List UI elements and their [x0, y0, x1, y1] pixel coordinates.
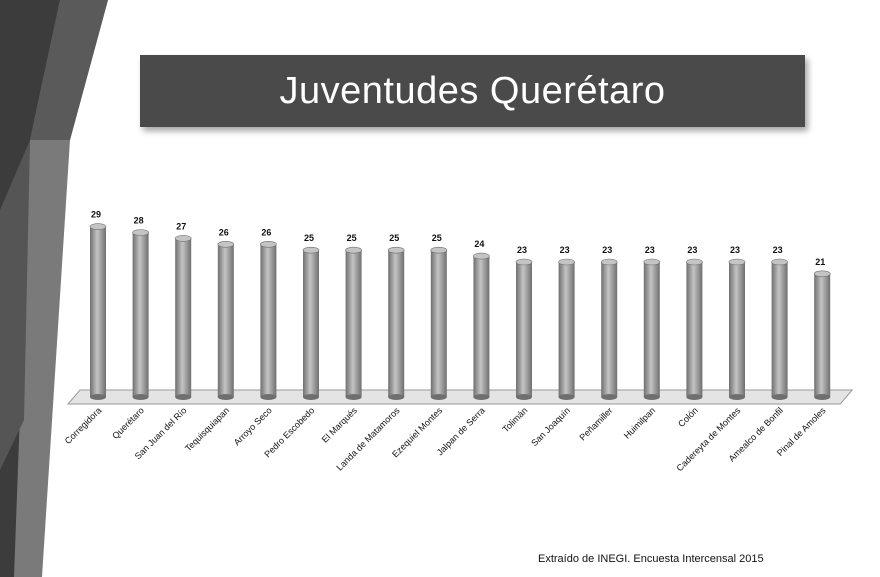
data-label-1: 29 — [91, 210, 101, 220]
data-label-14: 23 — [645, 245, 655, 255]
bar-9 — [430, 246, 448, 400]
bar-13 — [600, 258, 618, 400]
bar-6 — [302, 246, 320, 400]
bar-1 — [89, 223, 107, 400]
category-label-14: Huimilpan — [622, 405, 657, 440]
bar-5 — [260, 241, 277, 400]
bar-16 — [728, 258, 746, 400]
data-label-7: 25 — [347, 233, 357, 243]
category-label-13: Peñamiller — [577, 405, 614, 442]
data-label-6: 25 — [304, 233, 314, 243]
data-label-17: 23 — [773, 245, 783, 255]
data-label-8: 25 — [389, 233, 399, 243]
category-label-15: Colón — [676, 405, 700, 429]
source-note: Extraído de INEGI. Encuesta Intercensal … — [538, 553, 764, 565]
category-label-11: Tolimán — [500, 405, 529, 434]
bar-2 — [132, 229, 149, 400]
category-label-5: Arroyo Seco — [232, 405, 274, 447]
category-label-7: El Marqués — [320, 405, 360, 445]
slide-title: Juventudes Querétaro — [279, 69, 666, 112]
bar-17 — [771, 258, 788, 400]
bar-3 — [174, 235, 192, 400]
data-label-13: 23 — [602, 245, 612, 255]
data-label-15: 23 — [687, 245, 697, 255]
title-banner: Juventudes Querétaro — [140, 55, 805, 127]
data-label-9: 25 — [432, 233, 442, 243]
bar-4 — [217, 241, 235, 400]
bar-10 — [473, 252, 490, 400]
data-label-3: 27 — [176, 221, 186, 231]
data-label-5: 26 — [261, 227, 271, 237]
bar-15 — [686, 258, 703, 400]
data-label-10: 24 — [474, 239, 484, 249]
bar-11 — [515, 258, 533, 400]
data-label-12: 23 — [560, 245, 570, 255]
data-label-16: 23 — [730, 245, 740, 255]
data-label-18: 21 — [815, 257, 825, 267]
bar-7 — [345, 246, 362, 400]
category-label-2: Querétaro — [110, 405, 146, 441]
data-label-4: 26 — [219, 227, 229, 237]
category-label-4: Tequisquiapan — [183, 405, 231, 453]
bar-12 — [558, 258, 575, 400]
bar-18 — [813, 270, 831, 400]
bar-14 — [643, 258, 661, 400]
category-label-12: San Joaquín — [529, 405, 572, 448]
left-decoration — [0, 0, 108, 577]
category-label-1: Corregidora — [63, 405, 104, 446]
data-label-2: 28 — [134, 216, 144, 226]
bar-8 — [387, 246, 405, 400]
data-label-11: 23 — [517, 245, 527, 255]
